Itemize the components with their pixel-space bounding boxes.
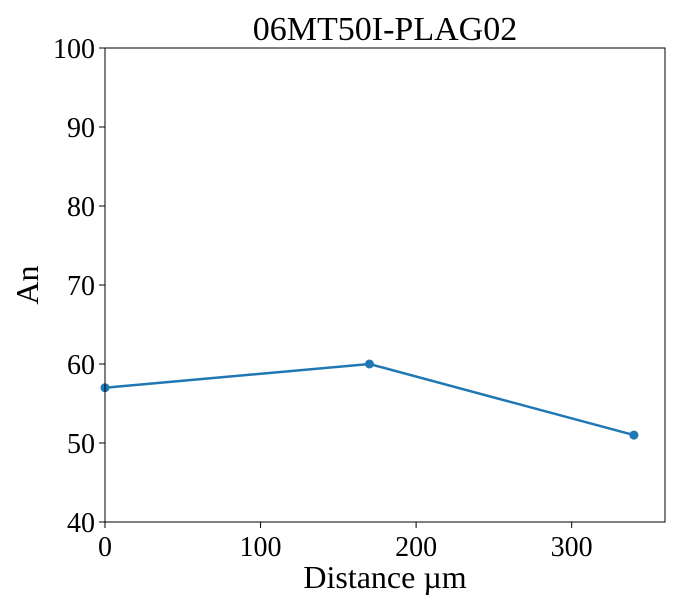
- y-tick-label: 60: [67, 350, 95, 381]
- axis-ticks: 0 100 200 300 40 50 60 70 80 90 100: [53, 34, 593, 563]
- series-line: [104, 362, 635, 437]
- y-tick-label: 70: [67, 271, 95, 302]
- x-tick-label: 300: [551, 532, 593, 563]
- y-tick-label: 100: [53, 34, 95, 65]
- series-layer: [100, 359, 639, 440]
- x-axis-label: Distance µm: [303, 559, 466, 595]
- y-tick-label: 90: [67, 113, 95, 144]
- y-tick-label: 40: [67, 508, 95, 539]
- x-tick-label: 200: [395, 532, 437, 563]
- y-tick-label: 80: [67, 192, 95, 223]
- chart-title: 06MT50I-PLAG02: [253, 11, 517, 48]
- y-tick-label: 50: [67, 429, 95, 460]
- x-tick-label: 100: [240, 532, 282, 563]
- y-axis-label: An: [9, 265, 45, 304]
- data-point: [629, 430, 639, 440]
- data-point: [364, 359, 374, 369]
- plot-frame: [104, 47, 666, 523]
- x-tick-label: 0: [98, 532, 112, 563]
